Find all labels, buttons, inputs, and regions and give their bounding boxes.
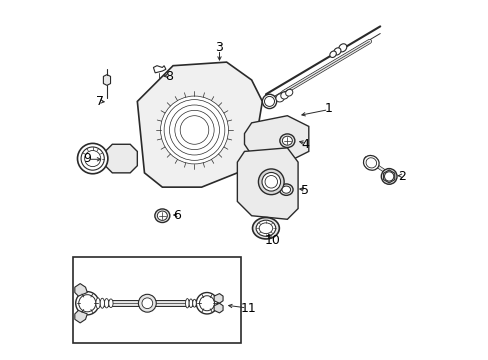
Ellipse shape — [196, 293, 217, 314]
Ellipse shape — [285, 89, 292, 96]
Polygon shape — [214, 294, 223, 303]
Circle shape — [138, 294, 156, 312]
Polygon shape — [383, 170, 394, 183]
Ellipse shape — [185, 298, 189, 308]
Bar — [73, 257, 241, 342]
Circle shape — [160, 96, 228, 164]
Polygon shape — [237, 148, 298, 219]
Circle shape — [142, 298, 152, 309]
Ellipse shape — [100, 298, 104, 308]
Ellipse shape — [259, 223, 272, 234]
Polygon shape — [75, 310, 87, 323]
Ellipse shape — [157, 211, 167, 220]
Ellipse shape — [338, 44, 346, 52]
Text: 9: 9 — [83, 152, 91, 165]
Circle shape — [180, 116, 208, 144]
Polygon shape — [244, 116, 308, 162]
Ellipse shape — [366, 158, 376, 168]
Ellipse shape — [84, 150, 101, 167]
Ellipse shape — [76, 292, 99, 315]
Text: 5: 5 — [301, 184, 308, 197]
Text: 4: 4 — [301, 138, 308, 151]
Polygon shape — [103, 75, 110, 85]
Ellipse shape — [199, 296, 214, 311]
Polygon shape — [214, 303, 223, 313]
Circle shape — [169, 105, 219, 155]
Text: 11: 11 — [240, 302, 255, 315]
Ellipse shape — [262, 94, 276, 109]
Polygon shape — [105, 144, 137, 173]
Text: 6: 6 — [172, 209, 180, 222]
Ellipse shape — [329, 51, 336, 58]
Ellipse shape — [256, 220, 275, 236]
Ellipse shape — [282, 186, 290, 193]
Ellipse shape — [192, 299, 196, 307]
Text: 3: 3 — [215, 41, 223, 54]
Text: 10: 10 — [264, 234, 281, 247]
Ellipse shape — [96, 298, 100, 309]
Ellipse shape — [252, 217, 279, 239]
Ellipse shape — [280, 91, 288, 99]
Ellipse shape — [104, 298, 108, 308]
Ellipse shape — [108, 299, 113, 307]
Ellipse shape — [279, 184, 292, 195]
Circle shape — [164, 100, 224, 160]
Circle shape — [384, 172, 393, 181]
Ellipse shape — [189, 299, 192, 307]
Polygon shape — [153, 66, 165, 73]
Circle shape — [175, 111, 214, 150]
Text: 8: 8 — [165, 70, 173, 83]
Ellipse shape — [264, 96, 274, 107]
Ellipse shape — [282, 136, 292, 145]
Circle shape — [381, 168, 396, 184]
Ellipse shape — [264, 176, 277, 188]
Ellipse shape — [279, 134, 294, 148]
Ellipse shape — [262, 172, 280, 191]
Text: 7: 7 — [96, 95, 103, 108]
Ellipse shape — [155, 209, 169, 222]
Ellipse shape — [81, 147, 104, 170]
Polygon shape — [75, 284, 87, 296]
Ellipse shape — [258, 169, 284, 195]
Ellipse shape — [333, 48, 340, 55]
Ellipse shape — [77, 143, 108, 174]
Text: 2: 2 — [397, 170, 405, 183]
Polygon shape — [137, 62, 262, 187]
Text: 1: 1 — [324, 102, 332, 115]
Ellipse shape — [79, 295, 96, 312]
Ellipse shape — [363, 156, 378, 170]
Ellipse shape — [275, 94, 284, 102]
